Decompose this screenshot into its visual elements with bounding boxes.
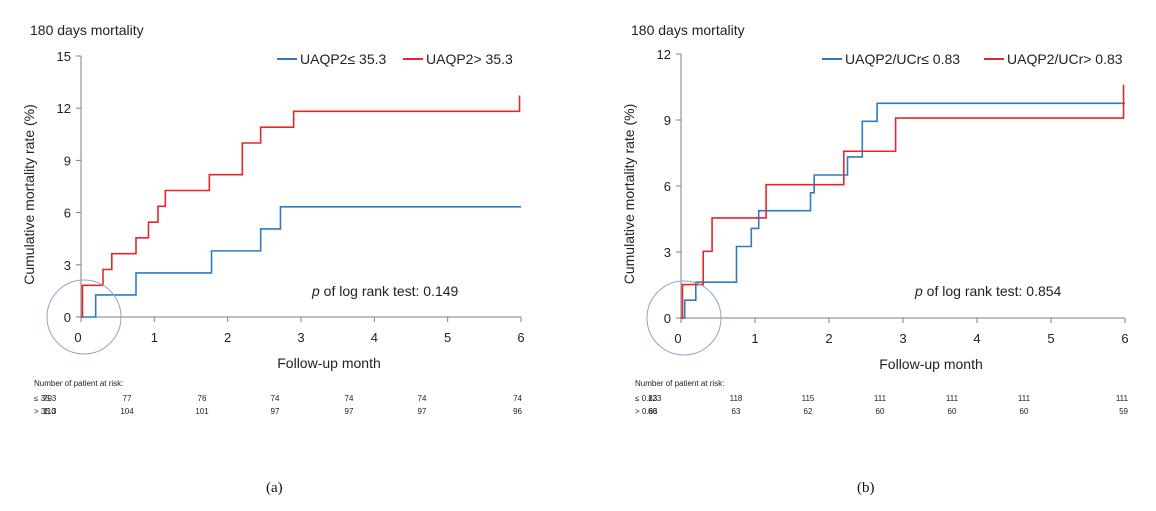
risk-cell: 76	[198, 394, 207, 403]
risk-cell: 97	[418, 407, 427, 416]
panel-label: (b)	[857, 480, 875, 496]
risk-cell: 111	[1018, 394, 1031, 403]
risk-cell: 97	[345, 407, 354, 416]
x-tick-label: 3	[297, 330, 304, 345]
risk-cell: 115	[802, 394, 815, 403]
risk-row-label: > 0.83	[635, 407, 658, 416]
x-tick-label: 2	[825, 331, 832, 346]
risk-cell: 66	[648, 407, 657, 416]
risk-cell: 123	[648, 394, 662, 403]
series-line-1	[81, 95, 521, 318]
x-tick-label: 6	[517, 330, 524, 345]
y-tick-label: 6	[664, 179, 671, 194]
risk-row-label: ≤ 35.3	[34, 394, 57, 403]
risk-cell: 62	[804, 407, 813, 416]
x-tick-label: 0	[674, 331, 681, 346]
legend-label-0: UAQP2/UCr≤ 0.83	[845, 51, 960, 67]
series-line-0	[81, 206, 521, 318]
y-tick-label: 3	[64, 258, 71, 273]
legend-label-1: UAQP2/UCr> 0.83	[1007, 51, 1123, 67]
chart-title: 180 days mortality	[631, 22, 745, 38]
legend-label-0: UAQP2≤ 35.3	[300, 51, 386, 67]
risk-cell: 74	[345, 394, 354, 403]
risk-cell: 101	[195, 407, 209, 416]
risk-table-header: Number of patient at risk:	[635, 379, 724, 388]
risk-cell: 74	[271, 394, 280, 403]
x-axis-title: Follow-up month	[879, 356, 983, 372]
y-tick-label: 9	[64, 153, 71, 168]
log-rank-annotation: p of log rank test: 0.149	[311, 283, 459, 299]
y-tick-label: 15	[57, 49, 71, 64]
x-tick-label: 6	[1121, 331, 1128, 346]
x-tick-label: 4	[371, 330, 378, 345]
x-tick-label: 2	[224, 330, 231, 345]
x-tick-label: 5	[444, 330, 451, 345]
x-tick-label: 3	[899, 331, 906, 346]
x-tick-label: 1	[751, 331, 758, 346]
y-tick-label: 3	[664, 245, 671, 260]
log-rank-annotation: p of log rank test: 0.854	[914, 283, 1062, 299]
risk-cell: 111	[874, 394, 887, 403]
risk-cell: 77	[123, 394, 132, 403]
annotation-text: of log rank test: 0.149	[320, 283, 459, 299]
y-tick-label: 9	[664, 113, 671, 128]
risk-cell: 60	[876, 407, 885, 416]
risk-row-label: > 35.3	[34, 407, 57, 416]
x-tick-label: 5	[1047, 331, 1054, 346]
x-tick-label: 1	[151, 330, 158, 345]
x-axis-title: Follow-up month	[277, 355, 381, 371]
legend-label-1: UAQP2> 35.3	[426, 51, 513, 67]
y-axis-title: Cumulative mortality rate (%)	[621, 104, 637, 285]
risk-row-label: ≤ 0.83	[635, 394, 658, 403]
annotation-p-symbol: p	[311, 283, 320, 299]
y-tick-label: 0	[64, 310, 71, 325]
risk-cell: 60	[948, 407, 957, 416]
series-line-0	[681, 102, 1125, 319]
risk-cell: 74	[418, 394, 427, 403]
risk-table-header: Number of patient at risk:	[34, 379, 123, 388]
risk-cell: 118	[730, 394, 743, 403]
risk-cell: 74	[513, 394, 522, 403]
y-tick-label: 12	[57, 101, 71, 116]
risk-cell: 63	[732, 407, 741, 416]
risk-cell: 60	[1020, 407, 1029, 416]
risk-cell: 97	[271, 407, 280, 416]
origin-highlight-circle	[646, 280, 722, 356]
annotation-p-symbol: p	[914, 283, 923, 299]
annotation-text: of log rank test: 0.854	[923, 283, 1062, 299]
risk-cell: 104	[120, 407, 134, 416]
chart-title: 180 days mortality	[30, 22, 144, 38]
x-tick-label: 4	[973, 331, 980, 346]
series-line-1	[681, 84, 1125, 319]
y-tick-label: 12	[657, 47, 671, 62]
risk-cell: 96	[513, 407, 522, 416]
x-tick-label: 0	[74, 330, 81, 345]
risk-cell: 111	[1116, 394, 1129, 403]
y-tick-label: 0	[664, 311, 671, 326]
risk-cell: 59	[1119, 407, 1128, 416]
risk-cell: 111	[946, 394, 959, 403]
risk-cell: 110	[43, 407, 56, 416]
y-tick-label: 6	[64, 206, 71, 221]
y-axis-title: Cumulative mortality rate (%)	[21, 104, 37, 285]
origin-highlight-circle	[46, 279, 122, 355]
risk-cell: 79	[43, 394, 52, 403]
panel-label: (a)	[266, 480, 283, 496]
